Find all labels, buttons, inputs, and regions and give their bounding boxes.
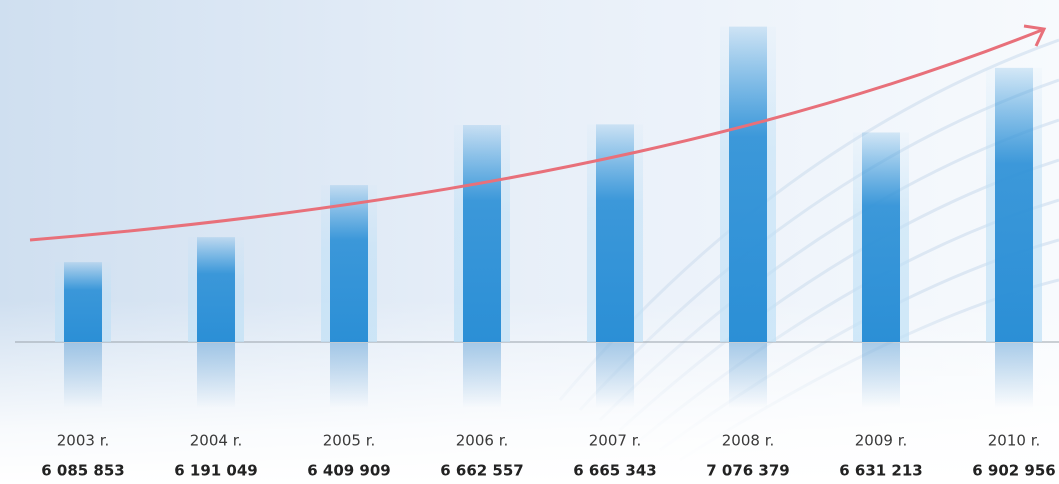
bar — [862, 132, 900, 342]
bar — [729, 26, 767, 343]
bar-reflection — [596, 343, 634, 408]
value-label: 6 902 956 — [972, 462, 1056, 480]
x-tick-label: 2004 r. — [190, 432, 243, 450]
bar-reflection — [197, 343, 235, 408]
x-tick-label: 2006 r. — [456, 432, 509, 450]
bar-reflection — [330, 343, 368, 408]
bar-reflection — [729, 343, 767, 408]
bar — [197, 237, 235, 342]
bar-reflection — [995, 343, 1033, 408]
x-tick-label: 2003 r. — [57, 432, 110, 450]
value-label: 6 085 853 — [41, 462, 125, 480]
x-tick-label: 2007 r. — [589, 432, 642, 450]
bar — [330, 185, 368, 342]
bar — [995, 67, 1033, 342]
x-tick-label: 2009 r. — [855, 432, 908, 450]
x-tick-label: 2008 r. — [722, 432, 775, 450]
bar-reflection — [862, 343, 900, 408]
bar-reflection — [463, 343, 501, 408]
value-label: 6 191 049 — [174, 462, 258, 480]
trend-arrow — [29, 28, 1043, 242]
value-label: 6 665 343 — [573, 462, 657, 480]
trend-arrow-head — [1023, 24, 1047, 47]
value-label: 6 631 213 — [839, 462, 923, 480]
bar-reflection — [64, 343, 102, 408]
value-label: 6 662 557 — [440, 462, 524, 480]
value-label: 6 409 909 — [307, 462, 391, 480]
value-label: 7 076 379 — [706, 462, 790, 480]
bar — [64, 262, 102, 342]
x-tick-label: 2010 r. — [988, 432, 1041, 450]
x-tick-label: 2005 r. — [323, 432, 376, 450]
bar — [463, 125, 501, 342]
